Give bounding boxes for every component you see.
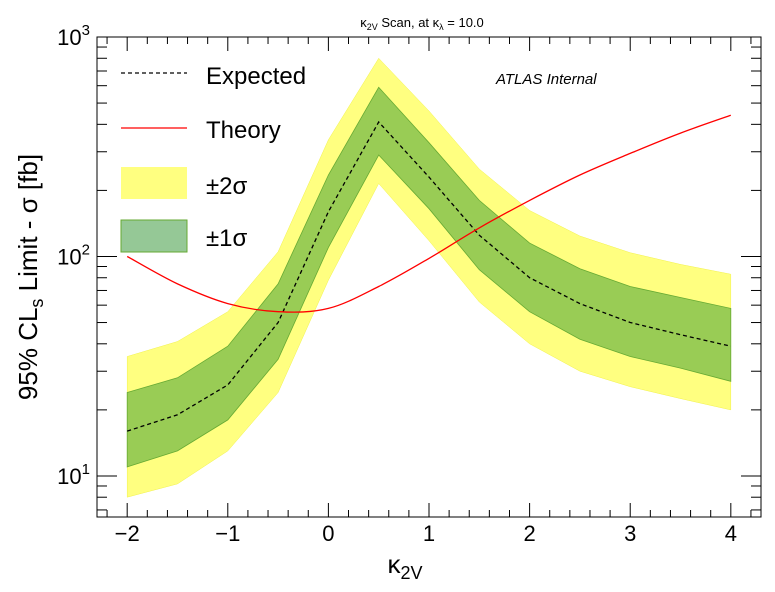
expected-line — [126, 120, 731, 432]
legend-one-sigma-label: ±1σ — [206, 225, 248, 252]
two-sigma-band — [126, 57, 732, 498]
chart-title: κ2V Scan, at κλ = 10.0 — [360, 15, 484, 32]
legend-two-sigma-label: ±2σ — [206, 173, 248, 200]
x-tick-label: 2 — [523, 521, 535, 546]
x-tick-label: 4 — [725, 521, 737, 546]
x-tick-label: 3 — [624, 521, 636, 546]
atlas-internal-label: ATLAS Internal — [495, 71, 597, 88]
x-tick-label: 1 — [423, 521, 435, 546]
legend-two-sigma-swatch — [121, 167, 187, 199]
legend-expected-label: Expected — [206, 63, 306, 90]
one-sigma-band — [126, 86, 732, 468]
plot-area — [126, 57, 732, 498]
legend-theory-label: Theory — [206, 117, 281, 144]
x-tick-label: −1 — [215, 521, 240, 546]
x-axis-title: κ2V — [387, 549, 422, 583]
y-tick-label: 103 — [57, 22, 90, 50]
y-axis-title: 95% CLs Limit - σ [fb] — [13, 154, 47, 400]
legend: Expected Theory ±2σ ±1σ — [120, 63, 306, 253]
legend-one-sigma-swatch — [120, 219, 188, 253]
y-tick-label: 101 — [57, 461, 90, 489]
theory-line — [126, 114, 732, 313]
y-tick-label: 102 — [57, 241, 90, 269]
x-tick-label: −2 — [115, 521, 140, 546]
x-tick-label: 0 — [322, 521, 334, 546]
axes — [96, 36, 762, 518]
tick-labels: −2 −1 0 1 2 3 4 101 102 103 — [57, 22, 737, 546]
